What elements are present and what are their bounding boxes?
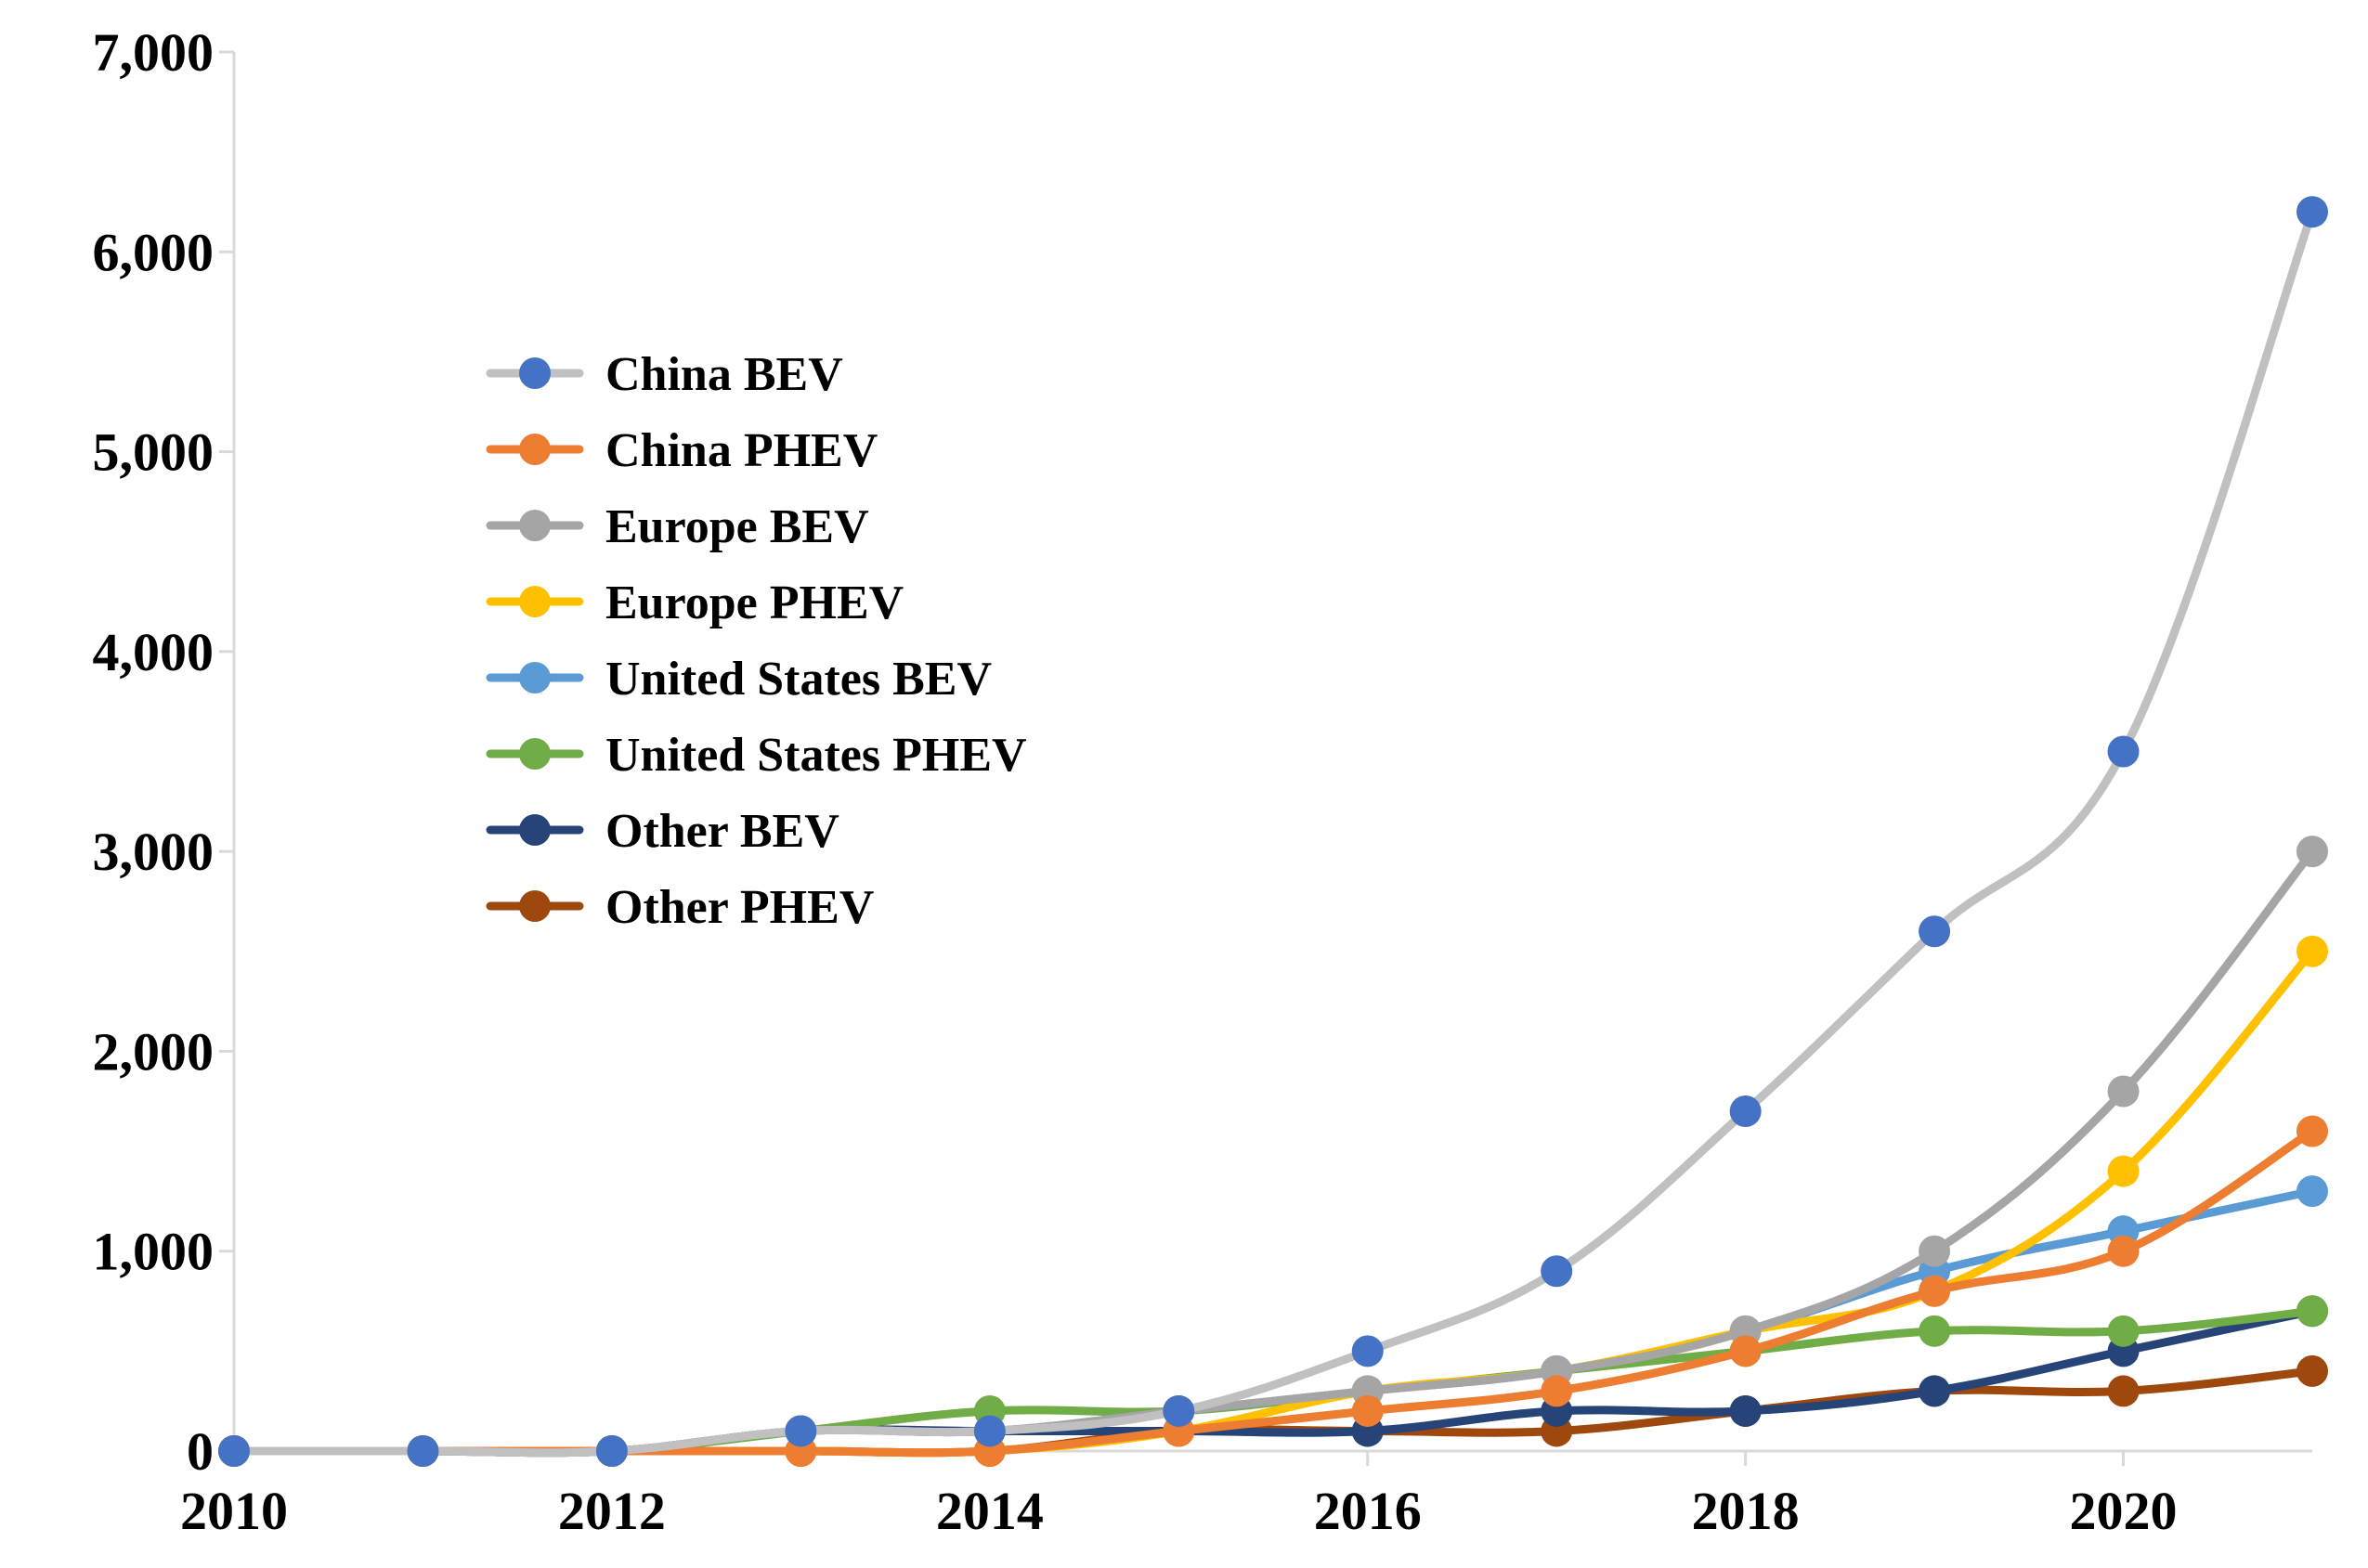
data-point [2107,1235,2140,1267]
data-point [1919,1235,1951,1267]
data-point [785,1415,817,1447]
legend: China BEV China PHEV Europe BEV Europe PHEV… [486,348,1027,934]
data-point [2296,836,2328,868]
axes: 0 1,000 2,000 3,000 4,000 5,000 6,000 7,000 2010… [93,22,2312,1541]
legend-item: China BEV [486,348,843,401]
data-point [595,1435,628,1467]
y-tick-label: 7,000 [93,22,215,83]
legend-item: Other BEV [486,805,839,858]
y-tick-label: 2,000 [93,1021,215,1082]
legend-item: Other PHEV [486,881,874,934]
series-group [218,196,2328,1467]
legend-item: Europe PHEV [486,577,904,629]
legend-marker [519,662,551,693]
data-point [1729,1394,1762,1427]
data-point [407,1435,439,1467]
series-line [229,847,2317,1458]
x-tick-label: 2014 [936,1481,1044,1541]
x-tick-label: 2012 [558,1481,666,1541]
data-point [1919,1375,1951,1407]
data-point [2107,1075,2140,1108]
data-point [1729,1095,1762,1128]
data-point [2296,196,2328,228]
data-point [2296,1175,2328,1208]
legend-label: Europe PHEV [605,577,904,629]
data-point [1351,1335,1384,1367]
legend-item: United States PHEV [486,729,1027,782]
y-tick-label: 4,000 [93,622,215,682]
data-point [1729,1335,1762,1367]
x-tick-label: 2010 [180,1481,288,1541]
y-tick-label: 5,000 [93,422,215,483]
legend-marker [519,357,551,389]
data-point [1351,1394,1384,1427]
legend-marker [519,434,551,465]
x-tick-label: 2016 [1314,1481,1422,1541]
legend-label: Other BEV [605,805,839,858]
y-tick-label: 3,000 [93,822,215,882]
data-point [2107,1315,2140,1347]
legend-item: China PHEV [486,424,878,477]
y-tick-label: 6,000 [93,222,215,282]
x-tick-label: 2020 [2070,1481,2178,1541]
data-point [2296,935,2328,967]
data-point [218,1435,250,1467]
data-point [1919,1315,1951,1347]
data-point [2296,1295,2328,1328]
legend-item: Europe BEV [486,500,869,553]
legend-marker [519,586,551,617]
data-point [2296,1115,2328,1147]
legend-label: China PHEV [605,424,878,477]
data-point [2296,1354,2328,1387]
legend-label: Europe BEV [605,500,869,553]
data-point [2107,1155,2140,1187]
legend-label: China BEV [605,348,843,401]
legend-marker [519,890,551,922]
series-china-bev [218,196,2328,1467]
data-point [1541,1375,1573,1407]
data-point [1163,1394,1195,1427]
y-tick-label: 0 [187,1421,214,1482]
data-point [2107,735,2140,768]
data-point [2107,1375,2140,1407]
legend-marker [519,814,551,846]
x-tick-label: 2018 [1692,1481,1800,1541]
legend-marker [519,510,551,541]
y-tick-label: 1,000 [93,1222,215,1282]
data-point [1541,1255,1573,1288]
legend-label: United States BEV [605,653,992,706]
legend-label: Other PHEV [605,881,874,934]
legend-label: United States PHEV [605,729,1027,782]
legend-item: United States BEV [486,653,992,706]
data-point [1919,1275,1951,1307]
legend-marker [519,738,551,770]
data-point [973,1415,1006,1447]
data-point [1919,915,1951,948]
